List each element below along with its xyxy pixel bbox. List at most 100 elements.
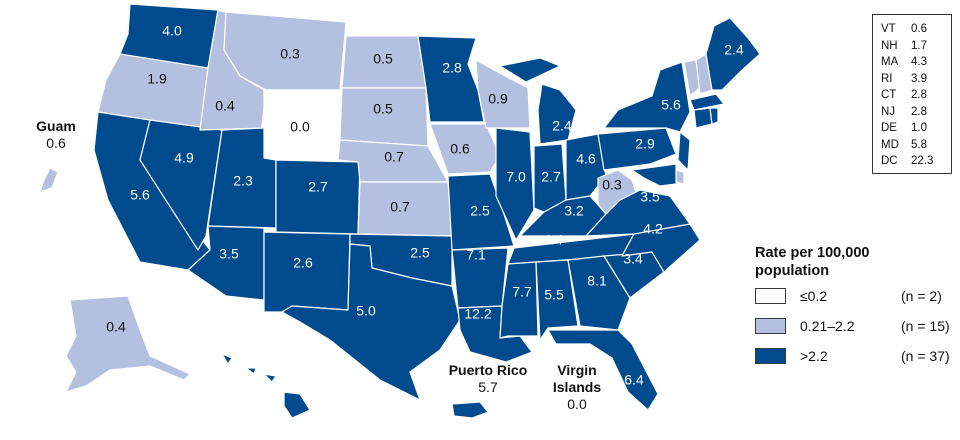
small-state-abbr: NH [881, 39, 898, 52]
state-value-wy: 0.0 [290, 119, 310, 135]
state-value-il: 7.0 [506, 169, 526, 185]
state-value-ia: 0.6 [450, 141, 470, 157]
small-state-value: 0.6 [911, 23, 927, 35]
state-value-mn: 2.8 [442, 60, 462, 76]
state-value-mi: 2.4 [552, 118, 572, 134]
small-state-abbr: MA [881, 56, 899, 68]
state-value-mt: 0.3 [280, 46, 300, 62]
legend-label: >2.2 [800, 348, 828, 364]
legend-count: (n = 37) [901, 348, 950, 364]
state-al [535, 259, 579, 341]
state-value-ca: 5.6 [130, 187, 150, 203]
state-il [495, 127, 535, 241]
state-value-ga: 8.1 [587, 273, 607, 289]
guam-value: 0.6 [46, 135, 66, 151]
small-state-value: 2.8 [911, 89, 927, 101]
state-value-az: 3.5 [219, 246, 239, 262]
legend-title: Rate per 100,000 population [755, 245, 870, 279]
state-value-me: 2.4 [724, 42, 744, 58]
state-de [675, 169, 685, 185]
state-value-wa: 4.0 [162, 23, 182, 39]
state-az [187, 225, 265, 301]
state-value-tx: 5.0 [356, 303, 376, 319]
state-nm [263, 231, 351, 313]
legend-swatch [755, 348, 786, 364]
state-sd [339, 87, 429, 147]
state-value-hi: 2.7 [312, 379, 332, 395]
small-state-abbr: DC [881, 155, 898, 167]
state-mo [447, 173, 515, 251]
small-state-row: CT 2.8 [881, 87, 945, 104]
state-fl [547, 329, 659, 411]
small-state-abbr: RI [881, 72, 893, 85]
state-ma [689, 93, 725, 111]
small-state-abbr: NJ [881, 105, 896, 118]
legend-label: 0.21–2.2 [800, 318, 855, 334]
state-wi [475, 59, 531, 129]
small-state-row: VT 0.6 [881, 21, 945, 38]
state-value-co: 2.7 [308, 179, 328, 195]
guam-label: Guam 0.6 [24, 118, 88, 152]
small-state-abbr: MD [881, 138, 899, 151]
guam-name: Guam [36, 118, 76, 134]
state-mn [417, 35, 485, 123]
small-state-abbr: CT [881, 89, 897, 101]
state-value-ks: 0.7 [390, 199, 410, 215]
small-state-row: DE 1.0 [881, 120, 945, 137]
virgin-islands-value: 0.0 [567, 396, 587, 412]
state-value-or: 1.9 [147, 71, 167, 87]
state-co [275, 159, 361, 235]
state-ia [429, 123, 501, 175]
legend-item: >2.2 (n = 37) [755, 346, 960, 366]
small-state-value: 1.0 [911, 122, 927, 134]
state-value-ky: 3.2 [564, 203, 584, 219]
state-value-nv: 4.9 [174, 150, 194, 166]
legend-swatch [755, 318, 786, 334]
virgin-islands-name: Virgin Islands [552, 362, 602, 395]
state-value-wv: 0.3 [602, 177, 622, 193]
state-value-ne: 0.7 [384, 149, 404, 165]
small-state-value: 22.3 [911, 155, 934, 167]
state-nj [677, 131, 691, 171]
state-ct [693, 107, 713, 129]
state-value-id: 0.4 [215, 98, 235, 114]
small-state-abbr: DE [881, 122, 897, 134]
virgin-islands-label: Virgin Islands 0.0 [540, 362, 614, 413]
state-value-mo: 2.5 [470, 203, 490, 219]
state-me [705, 17, 761, 91]
state-value-ny: 5.6 [661, 97, 681, 113]
legend-count: (n = 2) [901, 288, 942, 304]
state-ny [603, 61, 691, 133]
small-state-value: 2.8 [911, 105, 927, 118]
map-legend: Rate per 100,000 population ≤0.2 (n = 2)… [755, 244, 960, 364]
state-value-ms: 7.7 [512, 284, 532, 300]
state-tx [281, 243, 461, 401]
state-wv [597, 169, 637, 215]
state-value-nd: 0.5 [373, 51, 393, 67]
state-value-oh: 4.6 [576, 151, 596, 167]
state-value-pa: 2.9 [635, 136, 655, 152]
small-state-row: MD 5.8 [881, 137, 945, 154]
legend-swatch [755, 288, 786, 304]
state-value-in: 2.7 [541, 169, 561, 185]
state-value-fl: 6.4 [624, 372, 644, 388]
guam-shape [39, 167, 59, 193]
puerto-rico-shape [451, 401, 489, 419]
state-value-sc: 3.4 [623, 251, 643, 267]
virgin-islands-shape [565, 421, 597, 433]
state-value-ok: 2.5 [410, 245, 430, 261]
state-value-ak: 0.4 [106, 319, 126, 335]
small-state-value: 5.8 [911, 138, 927, 151]
puerto-rico-name: Puerto Rico [448, 362, 528, 378]
state-value-al: 5.5 [544, 287, 564, 303]
small-state-row: NH 1.7 [881, 38, 945, 55]
state-value-wi: 0.9 [488, 91, 508, 107]
legend-label: ≤0.2 [800, 288, 828, 304]
state-value-la: 12.2 [464, 306, 491, 322]
puerto-rico-label: Puerto Rico 5.7 [430, 362, 546, 396]
state-value-ut: 2.3 [233, 173, 253, 189]
state-ak [65, 295, 191, 393]
puerto-rico-value: 5.7 [478, 379, 498, 395]
small-state-row: NJ 2.8 [881, 104, 945, 121]
